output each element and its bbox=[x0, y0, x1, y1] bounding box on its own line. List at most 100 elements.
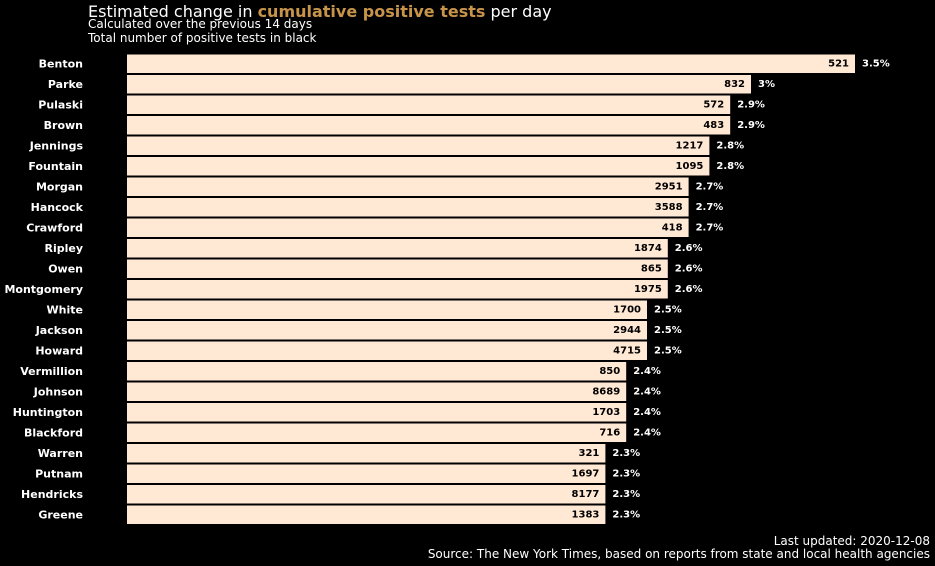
chart-title: Estimated change in cumulative positive … bbox=[88, 2, 552, 21]
category-label: Johnson bbox=[33, 385, 83, 398]
total-tests-label: 1697 bbox=[572, 468, 600, 479]
bar-benton bbox=[127, 54, 855, 73]
category-label: Vermillion bbox=[20, 365, 83, 378]
bar-row-johnson: Johnson 8689 2.4% bbox=[33, 382, 661, 401]
bar-greene bbox=[127, 505, 606, 524]
bar-johnson bbox=[127, 382, 627, 401]
bar-hendricks bbox=[127, 485, 606, 504]
total-tests-label: 3588 bbox=[655, 202, 683, 213]
category-label: Blackford bbox=[24, 426, 83, 439]
category-label: Ripley bbox=[44, 242, 83, 255]
total-tests-label: 865 bbox=[641, 263, 662, 274]
bar-row-crawford: Crawford 418 2.7% bbox=[26, 218, 724, 237]
percent-label: 2.3% bbox=[612, 448, 640, 459]
total-tests-label: 1975 bbox=[634, 284, 662, 295]
bar-row-hendricks: Hendricks 8177 2.3% bbox=[21, 485, 640, 504]
bar-row-fountain: Fountain 1095 2.8% bbox=[28, 157, 744, 176]
bar-parke bbox=[127, 75, 751, 94]
percent-label: 2.6% bbox=[675, 243, 703, 254]
total-tests-label: 4715 bbox=[613, 345, 641, 356]
percent-label: 2.7% bbox=[696, 202, 724, 213]
percent-label: 2.3% bbox=[612, 509, 640, 520]
percent-label: 2.5% bbox=[654, 345, 682, 356]
bar-row-pulaski: Pulaski 572 2.9% bbox=[38, 95, 765, 114]
bar-blackford bbox=[127, 423, 627, 442]
percent-label: 2.6% bbox=[675, 263, 703, 274]
percent-label: 2.8% bbox=[716, 161, 744, 172]
percent-label: 2.3% bbox=[612, 468, 640, 479]
percent-label: 3.5% bbox=[862, 58, 890, 69]
bar-row-hancock: Hancock 3588 2.7% bbox=[31, 198, 724, 217]
category-label: Owen bbox=[48, 262, 83, 275]
category-label: Parke bbox=[48, 78, 83, 91]
bar-row-white: White 1700 2.5% bbox=[47, 300, 682, 319]
bar-row-blackford: Blackford 716 2.4% bbox=[24, 423, 661, 442]
category-label: Hancock bbox=[31, 201, 84, 214]
bar-fountain bbox=[127, 157, 710, 176]
category-label: Jennings bbox=[29, 139, 84, 152]
bar-row-parke: Parke 832 3% bbox=[48, 75, 775, 94]
bar-crawford bbox=[127, 218, 689, 237]
category-label: Brown bbox=[44, 119, 83, 132]
bar-row-jackson: Jackson 2944 2.5% bbox=[35, 321, 682, 340]
total-tests-label: 321 bbox=[579, 448, 600, 459]
bar-huntington bbox=[127, 403, 627, 422]
bar-howard bbox=[127, 341, 647, 360]
bar-row-montgomery: Montgomery 1975 2.6% bbox=[4, 280, 703, 299]
title-highlight: cumulative positive tests bbox=[257, 2, 486, 21]
bar-row-owen: Owen 865 2.6% bbox=[48, 259, 703, 278]
category-label: Jackson bbox=[35, 324, 83, 337]
category-label: Huntington bbox=[13, 406, 83, 419]
total-tests-label: 1700 bbox=[613, 304, 641, 315]
title-suffix: per day bbox=[485, 2, 552, 21]
category-label: Crawford bbox=[26, 221, 83, 234]
percent-label: 2.8% bbox=[716, 140, 744, 151]
percent-label: 2.7% bbox=[696, 181, 724, 192]
percent-label: 2.5% bbox=[654, 325, 682, 336]
total-tests-label: 521 bbox=[828, 58, 849, 69]
bar-ripley bbox=[127, 239, 668, 258]
total-tests-label: 1383 bbox=[572, 509, 600, 520]
total-tests-label: 8177 bbox=[572, 489, 600, 500]
total-tests-label: 716 bbox=[599, 427, 620, 438]
total-tests-label: 850 bbox=[599, 366, 620, 377]
total-tests-label: 572 bbox=[703, 99, 724, 110]
bar-row-ripley: Ripley 1874 2.6% bbox=[44, 239, 703, 258]
percent-label: 2.4% bbox=[633, 366, 661, 377]
category-label: Howard bbox=[35, 344, 83, 357]
bar-row-howard: Howard 4715 2.5% bbox=[35, 341, 682, 360]
category-label: Morgan bbox=[36, 180, 83, 193]
bar-hancock bbox=[127, 198, 689, 217]
bar-jennings bbox=[127, 136, 710, 155]
bar-row-morgan: Morgan 2951 2.7% bbox=[36, 177, 724, 196]
total-tests-label: 8689 bbox=[592, 386, 620, 397]
category-label: Pulaski bbox=[38, 98, 83, 111]
source-note: Source: The New York Times, based on rep… bbox=[427, 547, 930, 561]
percent-label: 2.7% bbox=[696, 222, 724, 233]
total-tests-label: 832 bbox=[724, 79, 745, 90]
bar-row-benton: Benton 521 3.5% bbox=[39, 54, 890, 73]
bar-montgomery bbox=[127, 280, 668, 299]
percent-label: 2.4% bbox=[633, 386, 661, 397]
bar-white bbox=[127, 300, 647, 319]
bar-putnam bbox=[127, 464, 606, 483]
category-label: Montgomery bbox=[4, 283, 83, 296]
category-label: Fountain bbox=[28, 160, 83, 173]
chart-subtitle-2: Total number of positive tests in black bbox=[88, 31, 317, 45]
bar-vermillion bbox=[127, 362, 627, 381]
category-label: Hendricks bbox=[21, 488, 83, 501]
percent-label: 2.5% bbox=[654, 304, 682, 315]
percent-label: 2.4% bbox=[633, 407, 661, 418]
category-label: Warren bbox=[38, 447, 83, 460]
percent-label: 3% bbox=[758, 79, 775, 90]
total-tests-label: 2944 bbox=[613, 325, 641, 336]
total-tests-label: 1217 bbox=[676, 140, 704, 151]
bar-row-vermillion: Vermillion 850 2.4% bbox=[20, 362, 661, 381]
bar-row-brown: Brown 483 2.9% bbox=[44, 116, 765, 135]
total-tests-label: 1874 bbox=[634, 243, 662, 254]
total-tests-label: 418 bbox=[662, 222, 683, 233]
category-label: Putnam bbox=[35, 467, 83, 480]
category-label: Greene bbox=[38, 508, 83, 521]
total-tests-label: 1703 bbox=[592, 407, 620, 418]
